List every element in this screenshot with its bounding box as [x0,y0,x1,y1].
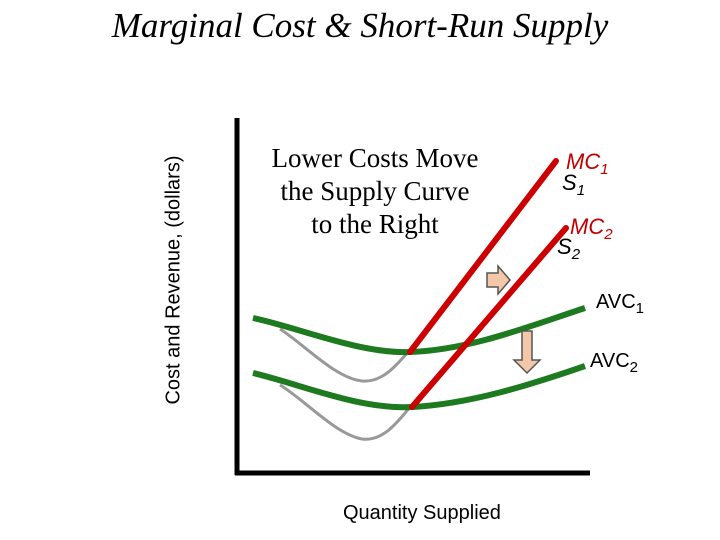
mc1-label: MC1 [566,149,609,178]
s2-label: S2 [557,234,581,263]
mc1-label-subscript: 1 [600,161,609,178]
mc2-curve [409,225,569,410]
mc2-label-text: MC [570,214,605,239]
down-shift-arrow-icon [512,330,542,375]
s1-label: S1 [562,170,586,199]
mc1-label-text: MC [566,149,601,174]
caption-line-2: the Supply Curve [280,175,470,206]
avc2-label-subscript: 2 [629,359,638,376]
axes [234,118,590,476]
s1-label-subscript: 1 [576,182,586,199]
mc2-label: MC2 [570,214,613,243]
s2-label-subscript: 2 [571,246,581,263]
caption-line-3: to the Right [311,208,439,239]
lower-gray-curve [279,383,414,441]
right-shift-arrow-icon [486,263,511,297]
x-axis-label: Quantity Supplied [343,502,501,524]
avc1-label-subscript: 1 [635,300,644,317]
mc1-curve [407,158,559,355]
page-title: Marginal Cost & Short-Run Supply [111,6,609,45]
s2-label-text: S [557,234,572,259]
s1-label-text: S [562,170,577,195]
avc2-label-text: AVC [590,350,630,372]
mc2-label-subscript: 2 [604,226,613,243]
avc2-label: AVC2 [590,351,638,375]
upper-gray-curve [279,327,412,383]
diagram-caption: Lower Costs Move the Supply Curve to the… [230,142,520,241]
avc1-label-text: AVC [596,291,636,313]
caption-line-1: Lower Costs Move [271,143,479,173]
avc1-label: AVC1 [596,292,644,316]
